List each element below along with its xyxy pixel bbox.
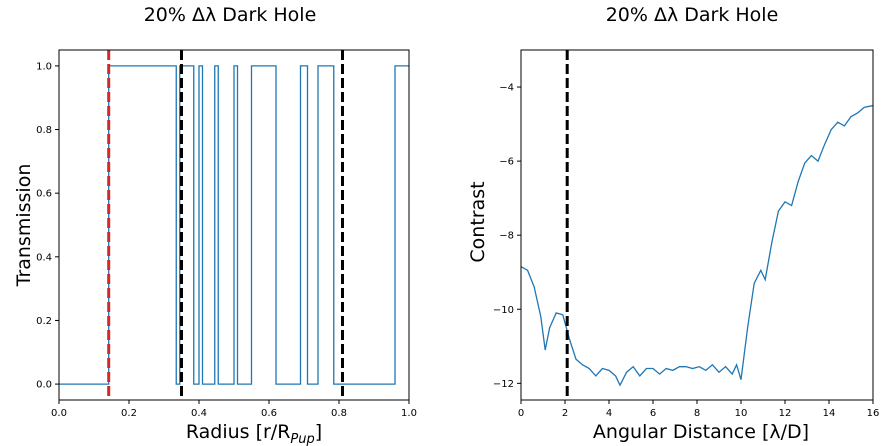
- right-series-line: [520, 104, 874, 387]
- left-x-tick-label: 0.2: [121, 408, 137, 419]
- right-x-tick-label: 6: [650, 408, 656, 419]
- left-x-tick-label: 0.6: [261, 408, 277, 419]
- left-x-tick-label: 0.4: [191, 408, 207, 419]
- left-x-axis-label: Radius [r/RPup]: [186, 421, 322, 446]
- left-x-tick-label: 0.8: [331, 408, 347, 419]
- right-x-tick-label: 12: [779, 408, 792, 419]
- right-x-tick-label: 14: [823, 408, 836, 419]
- right-x-tick-label: 16: [867, 408, 880, 419]
- right-x-tick-label: 0: [518, 408, 524, 419]
- left-y-axis-label: Transmission: [13, 164, 35, 288]
- right-y-tick-label: −12: [493, 379, 514, 390]
- left-y-tick-label: 0.6: [36, 189, 52, 200]
- right-y-axis-label: Contrast: [467, 181, 489, 262]
- left-series-line: [59, 65, 409, 385]
- right-plot-area: [520, 50, 874, 400]
- left-panel: 20% Δλ Dark Hole 0.0 0.2 0.4 0.6 0.8 1.0 0.00…: [13, 4, 417, 446]
- left-x-tick-label: 0.0: [51, 408, 67, 419]
- left-x-tick-label: 1.0: [401, 408, 417, 419]
- right-x-tick-label: 8: [694, 408, 700, 419]
- left-plot-area: [59, 50, 409, 400]
- left-y-tick-label: 1.0: [36, 61, 52, 72]
- left-y-tick-label: 0.0: [36, 380, 52, 391]
- right-y-tick-label: −4: [499, 83, 514, 94]
- left-chart-title: 20% Δλ Dark Hole: [144, 4, 317, 26]
- right-x-ticks: 0 2 4 6 8 10 12 14 16: [518, 400, 880, 419]
- right-chart-title: 20% Δλ Dark Hole: [606, 4, 779, 26]
- left-axes-frame: [58, 49, 410, 401]
- right-y-tick-label: −6: [499, 157, 514, 168]
- right-panel: 20% Δλ Dark Hole 0 2 4 6 8 10 12 14 16 −12−10−8−…: [467, 4, 879, 443]
- right-x-tick-label: 2: [562, 408, 568, 419]
- right-x-tick-label: 10: [735, 408, 748, 419]
- left-x-ticks: 0.0 0.2 0.4 0.6 0.8 1.0: [51, 400, 417, 419]
- left-y-ticks: 0.0 0.2 0.4 0.6 0.8 1.0: [36, 61, 59, 391]
- right-x-tick-label: 4: [606, 408, 612, 419]
- left-y-tick-label: 0.2: [36, 316, 52, 327]
- right-axes-frame: [520, 49, 874, 401]
- left-y-tick-label: 0.8: [36, 125, 52, 136]
- right-y-tick-label: −8: [499, 231, 514, 242]
- right-x-axis-label: Angular Distance [λ/D]: [593, 421, 809, 443]
- left-y-tick-label: 0.4: [36, 252, 52, 263]
- right-y-tick-label: −10: [493, 305, 514, 316]
- right-y-ticks: −12 −10 −8 −6 −4: [493, 83, 521, 390]
